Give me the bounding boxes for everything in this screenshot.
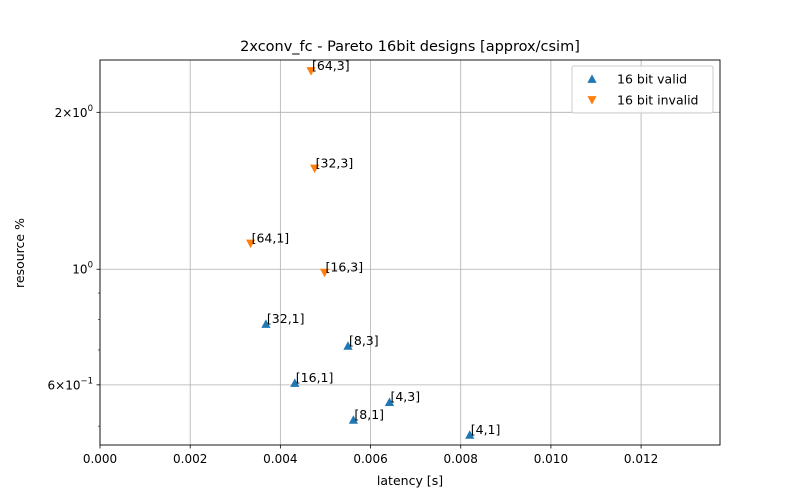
chart-title: 2xconv_fc - Pareto 16bit designs [approx… [240,39,580,55]
x-tick-label: 0.012 [624,452,658,466]
data-point [290,378,300,387]
point-label: [32,1] [267,311,305,326]
point-label: [8,1] [354,407,384,422]
point-label: [64,1] [252,231,290,246]
y-axis-label: resource % [12,218,27,288]
point-label: [16,1] [296,370,334,385]
legend-box [571,65,714,114]
legend-label: 16 bit valid [617,72,687,87]
legend-label: 16 bit invalid [617,93,699,108]
data-point [246,239,256,249]
legend-marker [587,74,597,83]
x-axis-label: latency [s] [377,473,443,488]
data-point [343,341,353,350]
point-label: [32,3] [316,156,354,171]
data-point [319,268,330,278]
data-point [465,430,475,439]
x-tick-label: 0.006 [353,452,387,466]
x-tick-label: 0.002 [173,452,207,466]
y-tick-label: 100 [72,261,93,277]
x-tick-label: 0.008 [444,452,478,466]
point-label: [4,1] [471,422,501,437]
data-point [306,67,316,76]
point-label: [8,3] [349,333,379,348]
data-point [261,319,271,328]
data-point [348,415,359,424]
data-point [384,397,395,407]
plot-area-frame [99,59,721,446]
data-point [310,164,320,174]
y-tick-label: 6×10−1 [48,376,94,392]
legend-marker [587,96,597,105]
point-label: [4,3] [390,389,420,404]
axis-ticks: 0.000 0.002 0.004 0.006 0.008 0.010 0.012 100 2×… [48,104,659,466]
y-tick-label: 2×100 [55,104,93,120]
point-label: [16,3] [326,260,364,275]
data-points [246,67,475,439]
x-tick-label: 0.004 [263,452,297,466]
legend: 16 bit valid 16 bit invalid [571,65,714,114]
point-label: [64,3] [312,58,350,73]
x-tick-label: 0.000 [83,452,117,466]
point-labels: [32,1] [8,3] [16,1] [4,3] [8,1] [4,1] [64,3] [3… [252,58,501,437]
grid-lines [99,60,720,445]
x-tick-label: 0.010 [534,452,568,466]
